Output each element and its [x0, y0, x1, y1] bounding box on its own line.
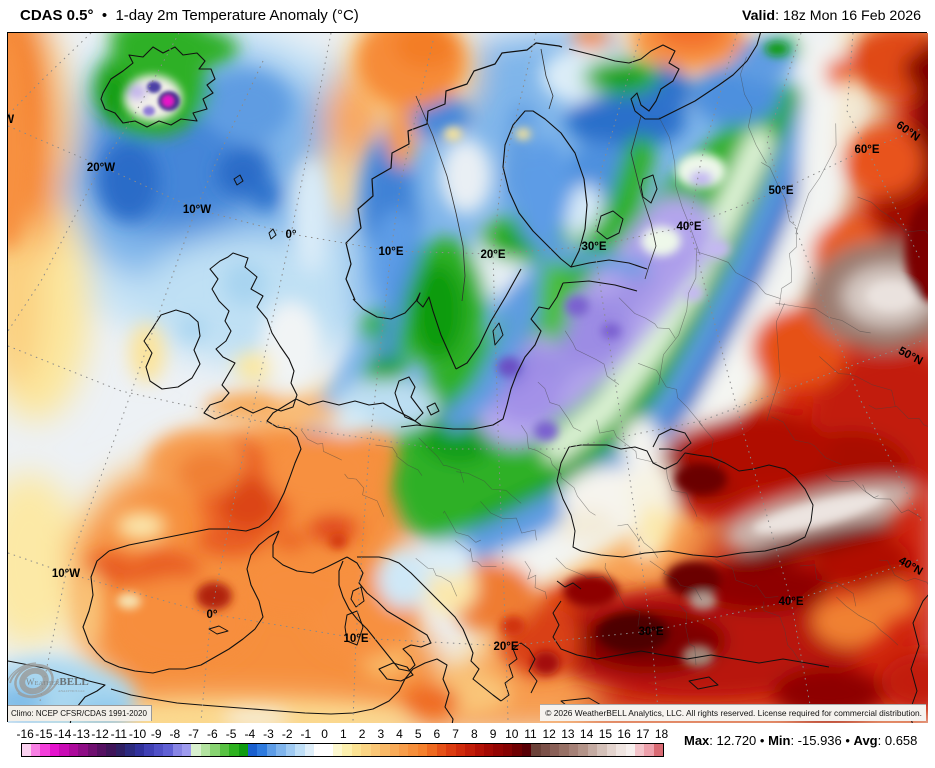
svg-text:20°E: 20°E: [480, 249, 505, 261]
svg-text:50°E: 50°E: [768, 185, 793, 197]
svg-text:10°W: 10°W: [52, 568, 80, 580]
svg-text:0°: 0°: [286, 229, 297, 241]
svg-text:20°E: 20°E: [493, 641, 518, 653]
svg-text:20°W: 20°W: [87, 162, 115, 174]
svg-text:30°E: 30°E: [638, 626, 663, 638]
svg-text:ANALYTICS LLC: ANALYTICS LLC: [58, 689, 86, 693]
svg-text:10°W: 10°W: [183, 204, 211, 216]
svg-text:40°E: 40°E: [676, 221, 701, 233]
svg-text:0°: 0°: [207, 609, 218, 621]
svg-text:10°E: 10°E: [343, 633, 368, 645]
svg-text:10°E: 10°E: [378, 246, 403, 258]
svg-text:30°E: 30°E: [581, 241, 606, 253]
svg-text:60°E: 60°E: [854, 144, 879, 156]
svg-text:40°E: 40°E: [778, 596, 803, 608]
svg-text:30°W: 30°W: [8, 114, 14, 126]
